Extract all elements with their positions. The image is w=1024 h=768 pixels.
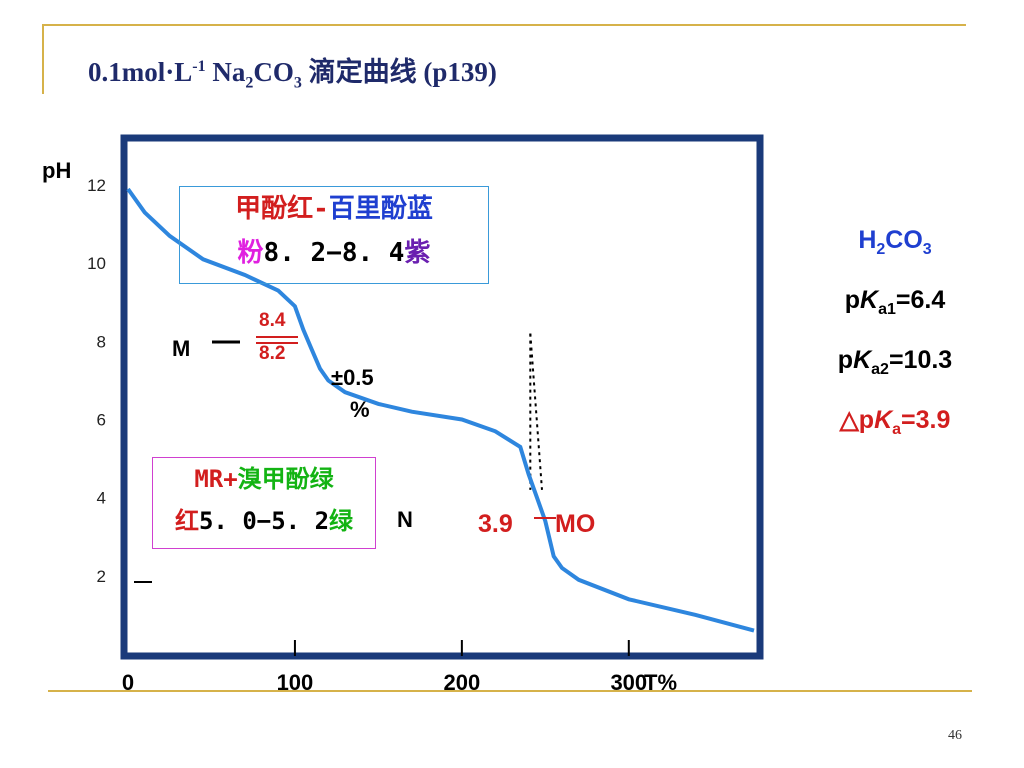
header-rule-top — [42, 24, 966, 26]
x-tick-label: 300 — [610, 670, 647, 695]
plot-frame — [120, 134, 764, 660]
y-tick-label: 4 — [97, 489, 106, 508]
y-axis-label: pH — [42, 158, 71, 183]
indicator-box-mr-bcg: MR+溴甲酚绿 红5. 0−5. 2绿 — [152, 457, 376, 549]
m-label: M — [172, 336, 191, 361]
header-rule-left — [42, 24, 44, 94]
slide-number: 46 — [948, 728, 962, 743]
indicator-box-cresol-red: 甲酚红-百里酚蓝 粉8. 2−8. 4紫 — [179, 186, 489, 284]
equivalence-guide-2 — [529, 333, 543, 490]
y-tick-label: 6 — [97, 411, 106, 430]
ph-82-label: 8.2 — [259, 343, 286, 364]
n-label: N — [397, 507, 413, 532]
pka2: pKa2=10.3 — [837, 346, 953, 378]
error-label: ±0.5 — [331, 365, 374, 390]
x-tick-label: 0 — [122, 670, 134, 695]
acid-constants: H2CO3 pKa1=6.4 pKa2=10.3 △pKa=3.9 — [790, 210, 1000, 450]
x-tick-label: 100 — [277, 670, 314, 695]
mo-ph-label: 3.9 — [478, 510, 513, 538]
y-tick-label: 8 — [97, 332, 106, 351]
ph-84-label: 8.4 — [259, 310, 286, 331]
y-tick-label: 2 — [97, 567, 106, 586]
y-tick-label: 10 — [87, 254, 106, 273]
delta-pka: △pKa=3.9 — [839, 406, 951, 438]
footer-rule — [48, 690, 972, 692]
percent-label: % — [350, 397, 370, 422]
x-axis-label: T% — [644, 670, 677, 695]
acid-formula: H2CO3 — [858, 226, 932, 258]
pka1: pKa1=6.4 — [844, 286, 946, 318]
y-tick-label: 12 — [87, 176, 106, 195]
slide-title: 0.1mol·L-1 Na2CO3 滴定曲线 (p139) — [88, 57, 497, 92]
x-tick-label: 200 — [444, 670, 481, 695]
titration-curve — [126, 187, 755, 633]
mo-label: MO — [555, 510, 596, 538]
